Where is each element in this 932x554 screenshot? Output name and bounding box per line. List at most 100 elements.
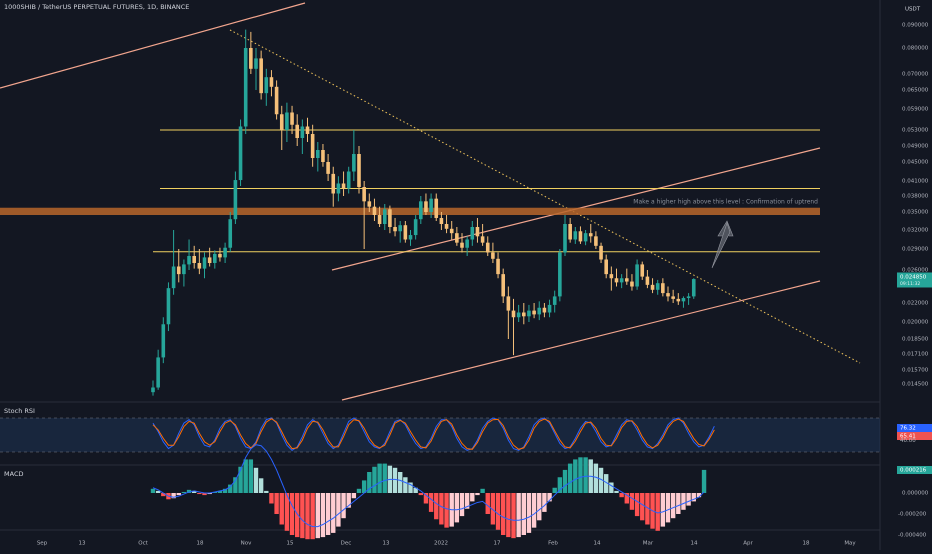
candle[interactable]	[460, 242, 464, 248]
candle[interactable]	[475, 227, 480, 237]
candle[interactable]	[274, 86, 279, 115]
candle[interactable]	[326, 162, 330, 174]
upper-channel-line[interactable]	[0, 2, 306, 89]
candle[interactable]	[207, 257, 212, 263]
lower-channel-line[interactable]	[341, 280, 821, 401]
candle[interactable]	[568, 224, 572, 240]
candle[interactable]	[491, 252, 495, 259]
candle[interactable]	[563, 224, 567, 253]
candle[interactable]	[419, 201, 423, 220]
candle[interactable]	[243, 48, 248, 127]
candle[interactable]	[599, 245, 603, 260]
candle[interactable]	[537, 307, 542, 315]
price-pane[interactable]: Make a higher high above this level : Co…	[0, 2, 861, 401]
candle[interactable]	[635, 264, 639, 287]
candle[interactable]	[522, 312, 526, 317]
candle[interactable]	[588, 233, 593, 237]
candle[interactable]	[573, 231, 578, 240]
candle[interactable]	[285, 112, 289, 131]
candle[interactable]	[516, 312, 521, 318]
candle[interactable]	[187, 256, 191, 265]
candle[interactable]	[357, 154, 361, 187]
candle[interactable]	[542, 307, 547, 313]
candle[interactable]	[192, 256, 196, 263]
candle[interactable]	[295, 124, 299, 138]
candle[interactable]	[496, 258, 500, 275]
candle[interactable]	[434, 198, 439, 218]
candle[interactable]	[176, 266, 181, 275]
candle[interactable]	[269, 77, 274, 87]
candle[interactable]	[249, 48, 253, 69]
candle[interactable]	[161, 324, 166, 358]
candle[interactable]	[218, 253, 222, 258]
candle[interactable]	[362, 187, 366, 202]
candle[interactable]	[393, 227, 397, 232]
candle[interactable]	[614, 278, 619, 283]
candle[interactable]	[238, 126, 243, 181]
candle[interactable]	[223, 247, 227, 258]
candle[interactable]	[166, 288, 171, 325]
candle[interactable]	[465, 239, 469, 248]
candle[interactable]	[552, 296, 557, 305]
candle[interactable]	[604, 259, 608, 275]
candle[interactable]	[264, 77, 269, 94]
candle[interactable]	[691, 279, 696, 297]
candle[interactable]	[372, 206, 377, 215]
candle[interactable]	[480, 236, 485, 243]
candle[interactable]	[640, 264, 645, 277]
candle[interactable]	[413, 219, 418, 236]
candle[interactable]	[382, 209, 387, 224]
candle[interactable]	[609, 274, 614, 279]
candle[interactable]	[171, 266, 176, 289]
candle[interactable]	[233, 180, 238, 220]
candle[interactable]	[290, 112, 294, 125]
candle[interactable]	[310, 134, 315, 158]
stoch-rsi-pane[interactable]	[0, 417, 880, 453]
candle[interactable]	[547, 304, 552, 313]
candle[interactable]	[316, 150, 320, 158]
candle[interactable]	[388, 209, 392, 227]
descending-trendline[interactable]	[229, 29, 861, 364]
candle[interactable]	[650, 284, 655, 290]
candle[interactable]	[671, 296, 675, 299]
candle[interactable]	[408, 235, 413, 240]
candle[interactable]	[156, 357, 160, 388]
candle[interactable]	[578, 231, 583, 242]
candle[interactable]	[527, 310, 531, 317]
candle[interactable]	[645, 276, 650, 285]
candle[interactable]	[367, 201, 372, 207]
candle[interactable]	[305, 126, 310, 135]
candle[interactable]	[661, 283, 665, 294]
candle[interactable]	[444, 224, 449, 229]
candle[interactable]	[676, 298, 681, 302]
candle[interactable]	[331, 173, 336, 194]
candle[interactable]	[151, 387, 155, 393]
candle[interactable]	[619, 278, 624, 283]
candle[interactable]	[449, 228, 454, 234]
candle[interactable]	[594, 236, 598, 246]
candle[interactable]	[341, 183, 346, 189]
candle[interactable]	[403, 225, 408, 240]
candle[interactable]	[470, 227, 475, 240]
candle[interactable]	[352, 154, 356, 172]
candle[interactable]	[506, 296, 511, 311]
candle[interactable]	[424, 201, 428, 212]
candle[interactable]	[377, 215, 382, 224]
candle[interactable]	[182, 264, 186, 275]
candle[interactable]	[213, 253, 217, 263]
candle[interactable]	[300, 126, 305, 139]
candle[interactable]	[259, 58, 263, 94]
candle[interactable]	[398, 225, 402, 232]
candle[interactable]	[666, 293, 670, 297]
candle[interactable]	[532, 310, 536, 315]
candle[interactable]	[630, 281, 634, 287]
candle[interactable]	[197, 263, 202, 269]
candle[interactable]	[485, 242, 490, 253]
candle[interactable]	[681, 298, 686, 302]
candle[interactable]	[202, 257, 207, 269]
candle[interactable]	[279, 114, 284, 130]
candle[interactable]	[439, 218, 444, 224]
candle[interactable]	[501, 274, 505, 297]
